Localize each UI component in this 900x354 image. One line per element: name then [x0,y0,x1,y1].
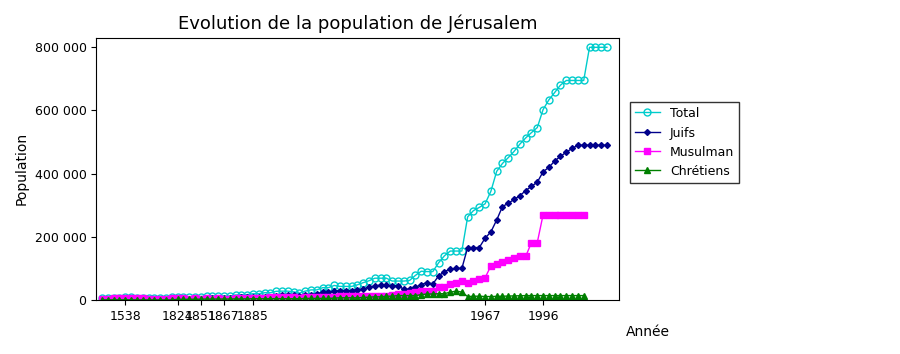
Y-axis label: Population: Population [15,132,29,205]
Chrétiens [451,289,462,293]
Total [96,296,107,300]
Legend: Total, Juifs, Musulman, Chrétiens: Total, Juifs, Musulman, Chrétiens [630,102,739,183]
Chrétiens [96,298,107,302]
Juifs [155,297,166,302]
Juifs [248,295,258,299]
Musulman [463,280,473,285]
Total [352,283,363,287]
Musulman [311,295,322,299]
Juifs [572,143,583,147]
Juifs [352,288,363,292]
Total [242,292,253,297]
Chrétiens [497,294,508,298]
Total [248,292,258,296]
Line: Juifs: Juifs [100,143,609,302]
Musulman [579,213,590,217]
Juifs [242,295,253,299]
Musulman [537,213,548,217]
Chrétiens [103,298,113,302]
Line: Total: Total [99,44,610,302]
Juifs [399,287,410,291]
Line: Chrétiens: Chrétiens [99,289,587,303]
Juifs [96,297,107,302]
Juifs [108,297,119,302]
Line: Musulman: Musulman [99,212,587,302]
Chrétiens [340,296,351,300]
Chrétiens [579,293,590,298]
Total [155,296,166,301]
Total [601,45,612,50]
Juifs [497,205,508,209]
Musulman [126,296,137,301]
Total [399,279,410,283]
Total [108,296,119,300]
Chrétiens [126,298,137,302]
Chrétiens [317,296,328,301]
Total [497,161,508,166]
Musulman [485,264,496,268]
Chrétiens [474,294,485,298]
Musulman [103,297,113,301]
Musulman [96,297,107,301]
Text: Année: Année [626,325,670,339]
Juifs [601,143,612,147]
Musulman [335,294,346,298]
Total [584,45,595,50]
Chrétiens [143,298,154,302]
Title: Evolution de la population de Jérusalem: Evolution de la population de Jérusalem [177,15,537,34]
